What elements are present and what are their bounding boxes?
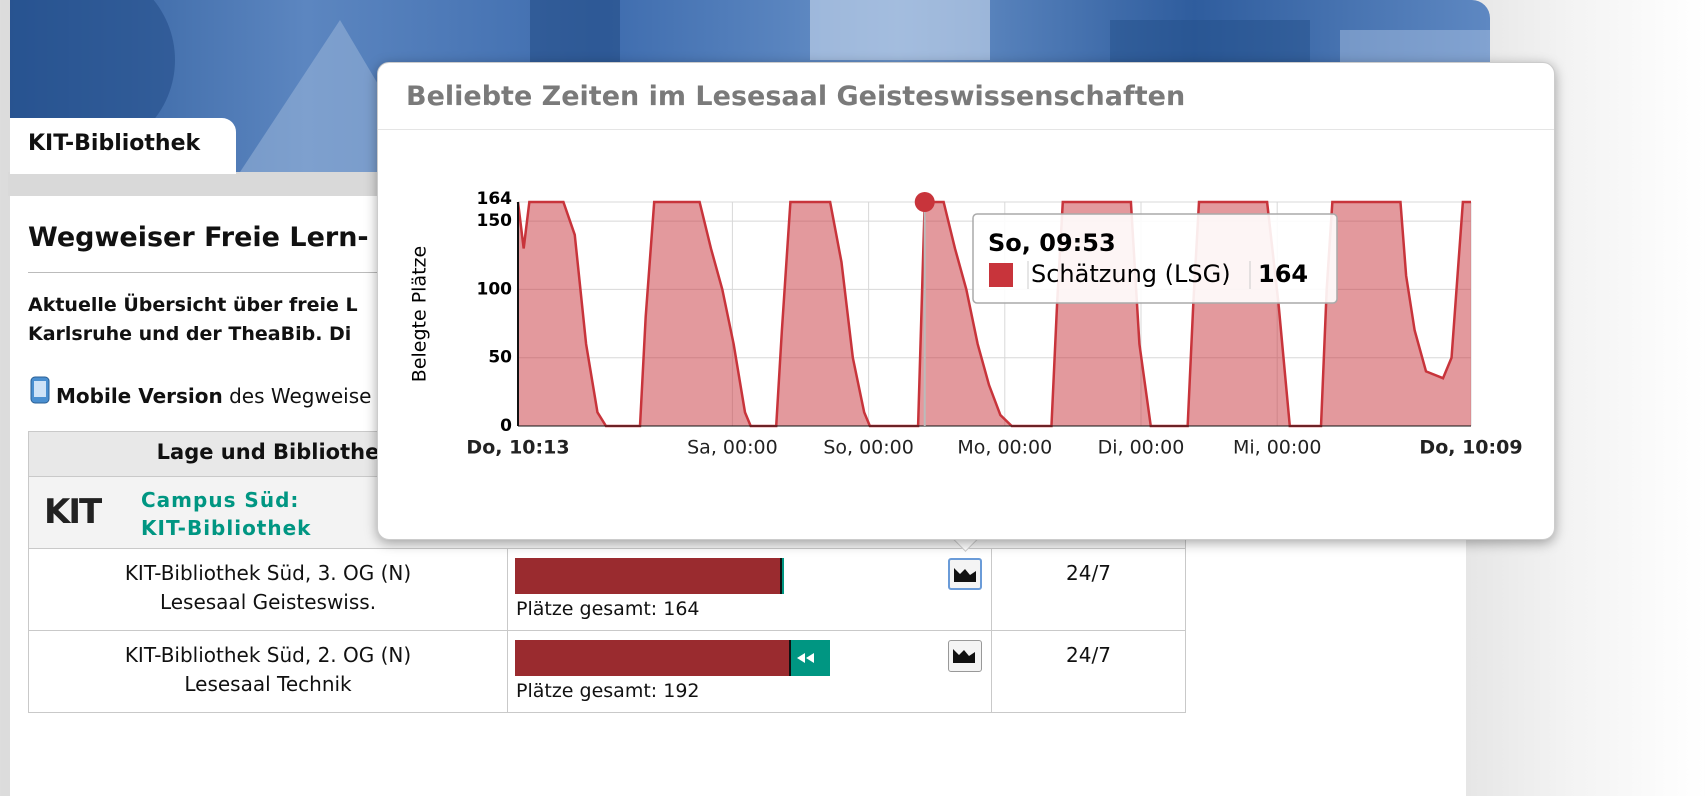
mobile-text: des Wegweise <box>229 384 371 408</box>
occupied-bar <box>515 640 791 676</box>
x-tick-label: So, 00:00 <box>823 437 914 459</box>
location-line: KIT-Bibliothek Süd, 3. OG (N) <box>28 559 508 588</box>
x-tick-label: Do, 10:13 <box>466 437 569 459</box>
occupied-bar <box>515 558 782 594</box>
x-tick-label: Di, 00:00 <box>1098 437 1185 459</box>
capacity-bar <box>515 558 784 594</box>
y-axis-label: Belegte Plätze <box>409 246 431 382</box>
location: KIT-Bibliothek Süd, 2. OG (N)Lesesaal Te… <box>28 641 508 699</box>
x-tick-label: Sa, 00:00 <box>687 437 778 459</box>
total-label: Plätze gesamt: <box>516 598 657 620</box>
location-line: KIT-Bibliothek Süd, 2. OG (N) <box>28 641 508 670</box>
total-label: Plätze gesamt: <box>516 680 657 702</box>
hover-marker <box>915 192 935 212</box>
y-tick-label: 164 <box>477 189 513 209</box>
x-tick-label: Do, 10:09 <box>1419 437 1522 459</box>
intro-line: Karlsruhe und der TheaBib. Di <box>28 323 351 345</box>
group-line: KIT-Bibliothek <box>141 514 311 542</box>
x-tick-label: Mi, 00:00 <box>1233 437 1322 459</box>
y-tick-label: 150 <box>477 211 513 231</box>
y-tick-label: 0 <box>500 416 512 436</box>
free-arrows <box>795 650 819 666</box>
page-title: Wegweiser Freie Lern- u <box>28 222 397 253</box>
mobile-line: Mobile Version des Wegweise <box>56 384 371 408</box>
total-places: Plätze gesamt: 192 <box>516 680 700 702</box>
chart-icon-shape <box>954 568 976 582</box>
opening-hours: 24/7 <box>991 641 1186 670</box>
arrow-icon <box>806 653 814 663</box>
chart-button[interactable] <box>948 558 982 590</box>
tooltip-title: So, 09:53 <box>988 229 1116 257</box>
tooltip-value: 164 <box>1258 260 1308 288</box>
y-tick-label: 50 <box>488 348 512 368</box>
kit-logo: KIT <box>44 492 100 532</box>
title-rule <box>28 272 408 273</box>
total-places: Plätze gesamt: 164 <box>516 598 700 620</box>
tooltip-box <box>973 214 1337 303</box>
mobile-icon <box>30 376 50 404</box>
chart-button[interactable] <box>948 640 982 672</box>
location: KIT-Bibliothek Süd, 3. OG (N)Lesesaal Ge… <box>28 559 508 617</box>
x-tick-label: Mo, 00:00 <box>957 437 1052 459</box>
chart-icon <box>949 641 979 669</box>
page: KIT-Bibliothek Wegweiser Freie Lern- u A… <box>0 0 1705 772</box>
tab[interactable]: KIT-Bibliothek <box>10 118 236 174</box>
group-line: Campus Süd: <box>141 486 311 514</box>
mobile-link[interactable]: Mobile Version <box>56 384 223 408</box>
location-line: Lesesaal Geisteswiss. <box>28 588 508 617</box>
chart-icon-shape <box>953 649 975 663</box>
chart-icon <box>950 560 980 588</box>
group-title: Campus Süd:KIT-Bibliothek <box>141 486 311 542</box>
total-value: 192 <box>663 680 699 702</box>
capacity-bar <box>515 640 830 676</box>
total-value: 164 <box>663 598 699 620</box>
popup: Beliebte Zeiten im Lesesaal Geisteswisse… <box>377 62 1555 540</box>
intro-line: Aktuelle Übersicht über freie L <box>28 294 358 316</box>
arrow-icon <box>797 653 805 663</box>
y-tick-label: 100 <box>477 279 513 299</box>
location-line: Lesesaal Technik <box>28 670 508 699</box>
tooltip-series: Schätzung (LSG) <box>1031 260 1231 288</box>
opening-hours: 24/7 <box>991 559 1186 588</box>
tooltip-swatch <box>989 263 1013 287</box>
